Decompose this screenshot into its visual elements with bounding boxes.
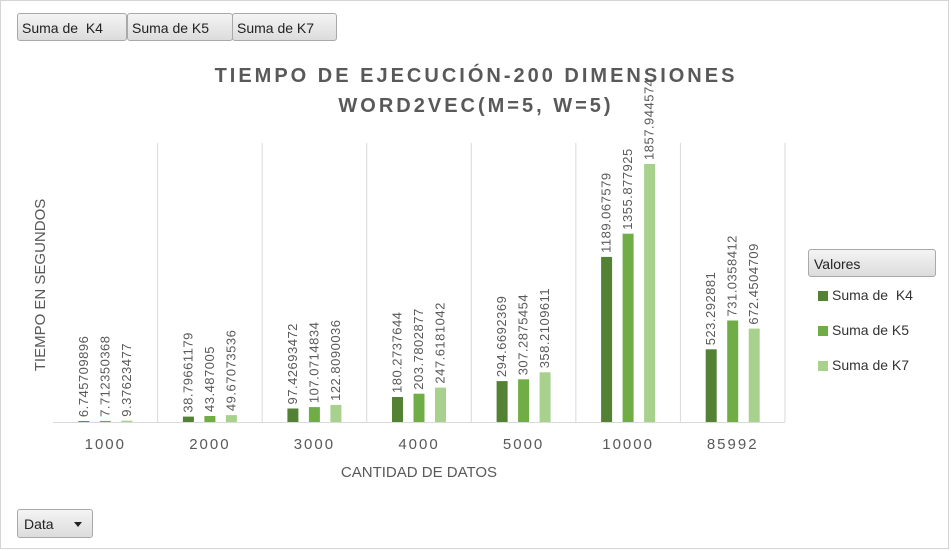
x-tick-label: 3000 bbox=[294, 436, 335, 453]
bar bbox=[518, 379, 530, 422]
chart-title-line-1: TIEMPO DE EJECUCIÓN-200 DIMENSIONES bbox=[215, 63, 738, 87]
data-label: 203.7802877 bbox=[411, 308, 426, 389]
bar bbox=[413, 393, 425, 422]
data-label: 49.67073536 bbox=[223, 330, 238, 411]
x-tick-label: 10000 bbox=[602, 436, 654, 453]
bar bbox=[435, 387, 446, 422]
bar bbox=[287, 408, 299, 422]
data-label: 294.6692369 bbox=[494, 296, 509, 377]
bar bbox=[705, 349, 717, 422]
legend-label-k4: Suma de K4 bbox=[832, 287, 913, 303]
x-tick-label: 1000 bbox=[85, 436, 126, 453]
data-label: 7.712350368 bbox=[97, 335, 112, 416]
data-label: 6.745709896 bbox=[76, 336, 91, 417]
data-label: 1355.877925 bbox=[620, 148, 635, 229]
x-tick-label: 4000 bbox=[398, 436, 439, 453]
legend-swatch-k7 bbox=[818, 361, 828, 371]
data-label: 672.4504709 bbox=[746, 243, 761, 324]
data-label: 97.42693472 bbox=[285, 323, 300, 404]
x-axis-label: CANTIDAD DE DATOS bbox=[341, 464, 497, 481]
bar bbox=[622, 233, 634, 422]
bar bbox=[78, 421, 90, 422]
x-tick-label: 85992 bbox=[707, 436, 759, 453]
data-label: 358.2109611 bbox=[537, 288, 552, 368]
legend-swatch-k5 bbox=[818, 326, 828, 336]
bar bbox=[308, 407, 320, 422]
bar bbox=[392, 397, 403, 422]
data-label: 38.79661179 bbox=[180, 332, 195, 412]
data-label: 122.8090036 bbox=[328, 319, 343, 400]
legend-label-k7: Suma de K7 bbox=[832, 357, 910, 373]
legend-label-k5: Suma de K5 bbox=[832, 322, 910, 338]
bar bbox=[727, 320, 739, 422]
data-label: 307.2875454 bbox=[516, 294, 531, 375]
data-label: 107.0714834 bbox=[306, 322, 321, 403]
bar bbox=[182, 416, 194, 422]
bar bbox=[748, 328, 760, 422]
legend-item-k4: Suma de K4 bbox=[818, 287, 913, 304]
field-button-k7[interactable]: Suma de K7 bbox=[232, 13, 337, 41]
legend-item-k7: Suma de K7 bbox=[818, 357, 909, 374]
y-axis-label: TIEMPO EN SEGUNDOS bbox=[32, 199, 49, 372]
data-filter-label: Data bbox=[24, 516, 54, 532]
data-label: 180.2737644 bbox=[390, 312, 405, 393]
bar bbox=[644, 164, 656, 422]
chart-title-line-2: WORD2VEC(M=5, W=5) bbox=[338, 95, 613, 117]
field-button-k5[interactable]: Suma de K5 bbox=[127, 13, 233, 41]
data-label: 9.37623477 bbox=[119, 343, 134, 417]
data-filter-dropdown[interactable]: Data bbox=[17, 509, 93, 538]
bar bbox=[204, 416, 216, 422]
data-label: 43.487005 bbox=[202, 346, 217, 412]
data-label: 1857.944574 bbox=[642, 79, 657, 160]
chevron-down-icon bbox=[74, 522, 82, 527]
bar bbox=[601, 256, 613, 422]
legend-swatch-k4 bbox=[818, 291, 828, 301]
data-label: 1189.067579 bbox=[599, 172, 614, 252]
bar bbox=[539, 372, 551, 422]
bar bbox=[330, 404, 342, 422]
field-button-k4[interactable]: Suma de K4 bbox=[17, 13, 127, 41]
data-label: 731.0358412 bbox=[725, 235, 740, 316]
legend-header-button[interactable]: Valores bbox=[808, 249, 936, 277]
bar bbox=[225, 415, 237, 422]
legend-item-k5: Suma de K5 bbox=[818, 322, 909, 339]
data-label: 247.6181042 bbox=[433, 302, 448, 383]
data-label: 523.292881 bbox=[703, 272, 718, 346]
x-tick-label: 2000 bbox=[189, 436, 230, 453]
bar bbox=[99, 420, 111, 422]
bar bbox=[121, 420, 133, 422]
bar bbox=[496, 381, 508, 422]
x-tick-label: 5000 bbox=[503, 436, 544, 453]
